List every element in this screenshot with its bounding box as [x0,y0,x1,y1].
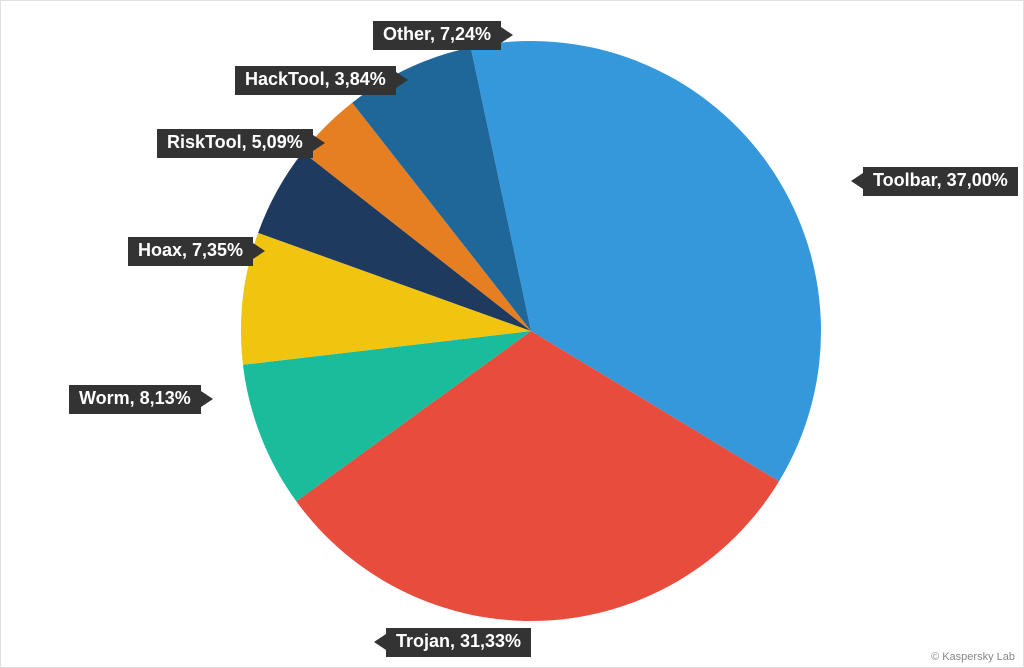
label-text: Other, 7,24% [383,24,491,44]
pie-chart-frame: Toolbar, 37,00% Trojan, 31,33% Worm, 8,13%… [0,0,1024,668]
label-arrow-icon [374,634,386,650]
label-arrow-icon [313,135,325,151]
label-trojan: Trojan, 31,33% [386,628,531,657]
label-text: Trojan, 31,33% [396,631,521,651]
pie-chart-svg [1,1,1024,668]
credit-text: © Kaspersky Lab [931,651,1015,663]
label-text: Worm, 8,13% [79,388,191,408]
label-toolbar: Toolbar, 37,00% [863,167,1018,196]
label-arrow-icon [396,72,408,88]
label-text: HackTool, 3,84% [245,69,386,89]
label-text: RiskTool, 5,09% [167,132,303,152]
label-worm: Worm, 8,13% [69,385,201,414]
label-text: Hoax, 7,35% [138,240,243,260]
label-text: Toolbar, 37,00% [873,170,1008,190]
label-arrow-icon [253,243,265,259]
label-hacktool: HackTool, 3,84% [235,66,396,95]
label-arrow-icon [851,173,863,189]
label-other: Other, 7,24% [373,21,501,50]
label-risktool: RiskTool, 5,09% [157,129,313,158]
label-hoax: Hoax, 7,35% [128,237,253,266]
label-arrow-icon [501,27,513,43]
label-arrow-icon [201,391,213,407]
